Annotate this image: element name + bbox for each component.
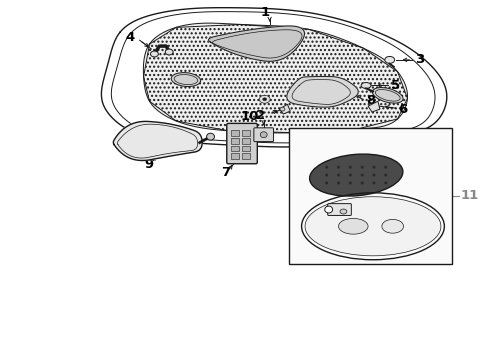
Ellipse shape <box>309 154 402 196</box>
Ellipse shape <box>360 174 363 176</box>
Ellipse shape <box>384 174 386 176</box>
Text: 12: 12 <box>409 171 428 184</box>
Text: 2: 2 <box>256 108 265 122</box>
Ellipse shape <box>336 181 339 184</box>
Ellipse shape <box>384 166 386 169</box>
Ellipse shape <box>336 166 339 169</box>
Bar <box>231 145 239 152</box>
Bar <box>231 138 239 144</box>
Text: 13: 13 <box>365 207 383 220</box>
Text: 7: 7 <box>220 166 229 179</box>
Ellipse shape <box>348 166 351 169</box>
Bar <box>231 153 239 159</box>
Ellipse shape <box>336 174 339 176</box>
Ellipse shape <box>348 174 351 176</box>
Ellipse shape <box>325 174 327 176</box>
Bar <box>242 138 249 144</box>
Polygon shape <box>279 104 290 114</box>
Ellipse shape <box>381 219 403 233</box>
Ellipse shape <box>325 166 327 169</box>
Ellipse shape <box>372 181 375 184</box>
Text: 10: 10 <box>240 111 259 123</box>
Text: 4: 4 <box>125 31 134 44</box>
FancyBboxPatch shape <box>327 204 350 215</box>
Polygon shape <box>113 121 202 161</box>
Polygon shape <box>286 77 358 107</box>
Ellipse shape <box>361 82 370 89</box>
Text: 6: 6 <box>398 103 407 116</box>
Polygon shape <box>143 24 407 133</box>
Ellipse shape <box>262 98 266 101</box>
Ellipse shape <box>384 181 386 184</box>
Polygon shape <box>143 23 407 133</box>
Bar <box>231 130 239 136</box>
Ellipse shape <box>372 174 375 176</box>
Ellipse shape <box>305 197 440 256</box>
Ellipse shape <box>372 166 375 169</box>
Text: 9: 9 <box>143 158 153 171</box>
Polygon shape <box>208 26 304 61</box>
Ellipse shape <box>260 132 266 138</box>
Ellipse shape <box>279 107 285 111</box>
Bar <box>242 153 249 159</box>
Text: 1: 1 <box>260 6 269 19</box>
Polygon shape <box>367 101 379 112</box>
Ellipse shape <box>339 209 346 214</box>
Ellipse shape <box>338 219 367 234</box>
Ellipse shape <box>324 206 332 213</box>
Text: 3: 3 <box>414 53 424 66</box>
FancyBboxPatch shape <box>253 128 273 141</box>
Bar <box>242 130 249 136</box>
Ellipse shape <box>171 73 200 86</box>
Ellipse shape <box>360 166 363 169</box>
Ellipse shape <box>150 51 158 57</box>
Ellipse shape <box>384 57 394 63</box>
Text: 8: 8 <box>366 94 375 107</box>
Text: 11: 11 <box>460 189 478 202</box>
Bar <box>289 128 451 264</box>
Ellipse shape <box>259 95 269 103</box>
Ellipse shape <box>325 181 327 184</box>
Ellipse shape <box>165 49 173 55</box>
Ellipse shape <box>372 87 402 103</box>
Bar <box>242 145 249 152</box>
Ellipse shape <box>348 181 351 184</box>
Text: 5: 5 <box>390 79 399 92</box>
Ellipse shape <box>206 133 214 140</box>
FancyBboxPatch shape <box>226 123 257 164</box>
Ellipse shape <box>360 181 363 184</box>
